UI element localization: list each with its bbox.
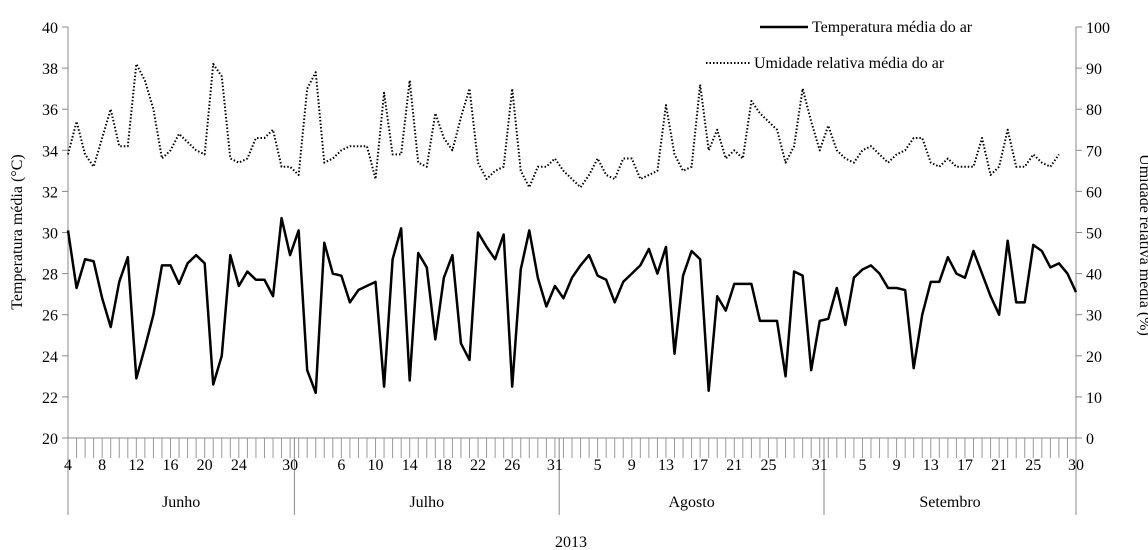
legend-label-humidity: Umidade relativa média do ar [754, 55, 945, 72]
y-right-tick-label: 70 [1086, 143, 1102, 160]
x-day-label: 30 [282, 457, 298, 474]
y-right-tick-label: 20 [1086, 349, 1102, 366]
x-day-label: 8 [98, 457, 106, 474]
y-left-tick-label: 20 [42, 431, 58, 448]
y-left-tick-label: 24 [42, 349, 58, 366]
y-left-tick-label: 26 [42, 308, 58, 325]
x-day-label: 24 [231, 457, 247, 474]
y-left-tick-label: 34 [42, 143, 58, 160]
x-month-label: Junho [162, 494, 200, 511]
y-right-tick-label: 100 [1086, 20, 1110, 37]
y-right-tick-label: 90 [1086, 61, 1102, 78]
x-day-label: 17 [692, 457, 708, 474]
x-day-label: 5 [594, 457, 602, 474]
y-left-axis-title: Temperatura média (°C) [9, 154, 26, 309]
x-day-label: 13 [658, 457, 674, 474]
y-right-axis-title: Umidade relativa média (%) [1136, 154, 1148, 336]
x-day-label: 5 [858, 457, 866, 474]
x-day-label: 16 [163, 457, 179, 474]
x-day-label: 4 [64, 457, 72, 474]
legend: Temperatura média do ar Umidade relativa… [706, 19, 973, 72]
legend-label-temperature: Temperatura média do ar [812, 19, 973, 36]
x-day-label: 31 [812, 457, 828, 474]
y-left-tick-label: 32 [42, 184, 58, 201]
x-month-label: Julho [409, 494, 444, 511]
y-left-tick-label: 38 [42, 61, 58, 78]
y-right-tick-label: 60 [1086, 184, 1102, 201]
x-day-label: 30 [1068, 457, 1084, 474]
y-right-tick-label: 40 [1086, 267, 1102, 284]
series-layer [66, 62, 1078, 395]
y-left-tick-label: 22 [42, 390, 58, 407]
x-day-label: 22 [470, 457, 486, 474]
x-day-label: 13 [923, 457, 939, 474]
series-line-temperature [66, 216, 1078, 395]
y-left-tick-label: 36 [42, 102, 58, 119]
x-day-label: 31 [547, 457, 563, 474]
x-day-label: 25 [1025, 457, 1041, 474]
x-day-label: 9 [893, 457, 901, 474]
series-line-humidity [67, 62, 1060, 189]
axes-layer [62, 26, 1082, 515]
x-day-label: 17 [957, 457, 973, 474]
x-day-label: 18 [436, 457, 452, 474]
y-right-tick-label: 10 [1086, 390, 1102, 407]
y-left-tick-label: 30 [42, 226, 58, 243]
x-day-label: 20 [197, 457, 213, 474]
y-right-tick-label: 30 [1086, 308, 1102, 325]
tick-labels: 20 22 24 26 28 30 32 34 36 38 40 0 10 20 30 40 50 60 70 80 9… [42, 20, 1110, 511]
y-right-tick-label: 0 [1086, 431, 1094, 448]
x-day-label: 21 [726, 457, 742, 474]
x-month-label: Setembro [919, 494, 980, 511]
x-day-label: 10 [368, 457, 384, 474]
y-right-tick-label: 50 [1086, 226, 1102, 243]
x-month-label: Agosto [668, 494, 714, 511]
x-day-label: 12 [128, 457, 144, 474]
x-day-label: 21 [991, 457, 1007, 474]
y-right-tick-label: 80 [1086, 102, 1102, 119]
y-left-tick-label: 40 [42, 20, 58, 37]
y-left-tick-label: 28 [42, 267, 58, 284]
x-day-label: 6 [337, 457, 345, 474]
x-day-label: 26 [504, 457, 520, 474]
x-day-label: 9 [628, 457, 636, 474]
x-axis-year-label: 2013 [555, 534, 587, 550]
x-day-label: 14 [402, 457, 418, 474]
x-day-label: 25 [760, 457, 776, 474]
